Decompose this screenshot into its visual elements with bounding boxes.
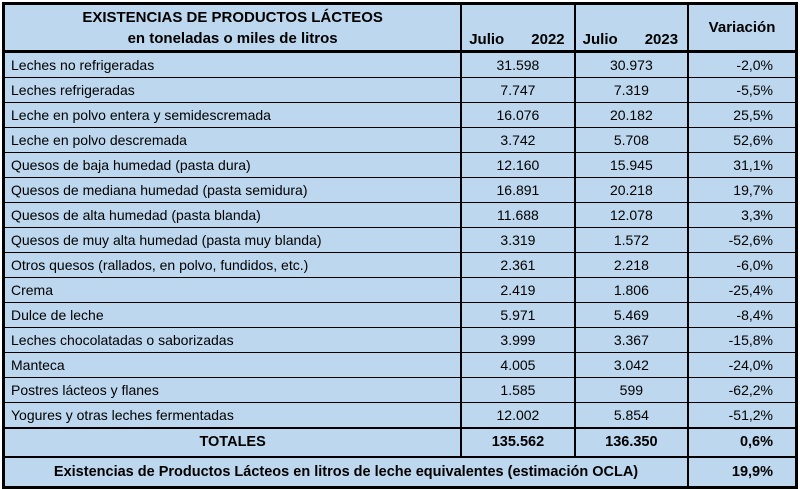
product-cell: Leche en polvo entera y semidescremada bbox=[3, 102, 462, 128]
product-cell: Leches no refrigeradas bbox=[3, 51, 462, 78]
value-jul2023-cell: 7.319 bbox=[573, 77, 689, 103]
table-row: Dulce de leche 5.971 5.469 -8,4% bbox=[3, 302, 798, 328]
variation-cell: -15,8% bbox=[687, 327, 798, 353]
variation-cell: -24,0% bbox=[687, 352, 798, 378]
product-cell: Crema bbox=[3, 277, 462, 303]
value-jul2022-cell: 3.319 bbox=[460, 227, 576, 253]
totals-jul2022: 135.562 bbox=[460, 427, 576, 458]
product-cell: Postres lácteos y flanes bbox=[3, 377, 462, 403]
value-jul2022-cell: 11.688 bbox=[460, 202, 576, 228]
year-label-2022: 2022 bbox=[531, 31, 565, 48]
variation-cell: -25,4% bbox=[687, 277, 798, 303]
table-title-cell: EXISTENCIAS DE PRODUCTOS LÁCTEOS en tone… bbox=[3, 3, 462, 53]
product-cell: Quesos de muy alta humedad (pasta muy bl… bbox=[3, 227, 462, 253]
value-jul2023-cell: 5.708 bbox=[573, 127, 689, 153]
value-jul2023-cell: 20.182 bbox=[573, 102, 689, 128]
table-row: Quesos de muy alta humedad (pasta muy bl… bbox=[3, 227, 798, 253]
value-jul2022-cell: 3.742 bbox=[460, 127, 576, 153]
column-header-julio-2023: Julio 2023 bbox=[573, 3, 689, 53]
table-subtitle: en toneladas o miles de litros bbox=[127, 30, 338, 47]
variation-cell: -6,0% bbox=[687, 252, 798, 278]
variation-cell: 25,5% bbox=[687, 102, 798, 128]
value-jul2022-cell: 2.419 bbox=[460, 277, 576, 303]
column-header-julio-2022: Julio 2022 bbox=[460, 3, 576, 53]
table-row: Quesos de mediana humedad (pasta semidur… bbox=[3, 177, 798, 203]
variation-cell: -2,0% bbox=[687, 51, 798, 78]
table-row: Leches refrigeradas 7.747 7.319 -5,5% bbox=[3, 77, 798, 103]
value-jul2022-cell: 4.005 bbox=[460, 352, 576, 378]
variation-cell: 52,6% bbox=[687, 127, 798, 153]
footer-label: Existencias de Productos Lácteos en litr… bbox=[3, 456, 689, 488]
variation-cell: -62,2% bbox=[687, 377, 798, 403]
variation-cell: -52,6% bbox=[687, 227, 798, 253]
variation-cell: -51,2% bbox=[687, 402, 798, 429]
footer-row: Existencias de Productos Lácteos en litr… bbox=[3, 456, 798, 488]
totals-label: TOTALES bbox=[3, 427, 462, 458]
value-jul2022-cell: 12.002 bbox=[460, 402, 576, 429]
month-label-2022: Julio bbox=[469, 31, 505, 48]
table-row: Postres lácteos y flanes 1.585 599 -62,2% bbox=[3, 377, 798, 403]
value-jul2022-cell: 7.747 bbox=[460, 77, 576, 103]
table-row: Leche en polvo entera y semidescremada 16… bbox=[3, 102, 798, 128]
totals-row: TOTALES 135.562 136.350 0,6% bbox=[3, 427, 798, 458]
value-jul2023-cell: 1.806 bbox=[573, 277, 689, 303]
value-jul2022-cell: 12.160 bbox=[460, 152, 576, 178]
table-row: Crema 2.419 1.806 -25,4% bbox=[3, 277, 798, 303]
product-cell: Yogures y otras leches fermentadas bbox=[3, 402, 462, 429]
value-jul2022-cell: 3.999 bbox=[460, 327, 576, 353]
product-cell: Leches chocolatadas o saborizadas bbox=[3, 327, 462, 353]
value-jul2022-cell: 16.076 bbox=[460, 102, 576, 128]
variation-cell: 19,7% bbox=[687, 177, 798, 203]
value-jul2023-cell: 3.367 bbox=[573, 327, 689, 353]
value-jul2022-cell: 2.361 bbox=[460, 252, 576, 278]
table-row: Yogures y otras leches fermentadas 12.002… bbox=[3, 402, 798, 429]
value-jul2023-cell: 15.945 bbox=[573, 152, 689, 178]
totals-variacion: 0,6% bbox=[687, 427, 798, 458]
value-jul2022-cell: 5.971 bbox=[460, 302, 576, 328]
table-title: EXISTENCIAS DE PRODUCTOS LÁCTEOS bbox=[82, 9, 383, 26]
variation-cell: -8,4% bbox=[687, 302, 798, 328]
value-jul2023-cell: 5.854 bbox=[573, 402, 689, 429]
table-row: Otros quesos (rallados, en polvo, fundid… bbox=[3, 252, 798, 278]
value-jul2023-cell: 5.469 bbox=[573, 302, 689, 328]
product-cell: Quesos de baja humedad (pasta dura) bbox=[3, 152, 462, 178]
product-cell: Quesos de mediana humedad (pasta semidur… bbox=[3, 177, 462, 203]
value-jul2023-cell: 2.218 bbox=[573, 252, 689, 278]
value-jul2023-cell: 30.973 bbox=[573, 51, 689, 78]
variation-cell: -5,5% bbox=[687, 77, 798, 103]
month-label-2023: Julio bbox=[582, 31, 618, 48]
table-row: Quesos de baja humedad (pasta dura) 12.16… bbox=[3, 152, 798, 178]
product-cell: Manteca bbox=[3, 352, 462, 378]
table-row: Leche en polvo descremada 3.742 5.708 52,6% bbox=[3, 127, 798, 153]
value-jul2023-cell: 3.042 bbox=[573, 352, 689, 378]
footer-variacion: 19,9% bbox=[687, 456, 798, 488]
variation-cell: 31,1% bbox=[687, 152, 798, 178]
product-cell: Otros quesos (rallados, en polvo, fundid… bbox=[3, 252, 462, 278]
product-cell: Dulce de leche bbox=[3, 302, 462, 328]
value-jul2023-cell: 599 bbox=[573, 377, 689, 403]
totals-jul2023: 136.350 bbox=[573, 427, 689, 458]
value-jul2023-cell: 12.078 bbox=[573, 202, 689, 228]
value-jul2022-cell: 1.585 bbox=[460, 377, 576, 403]
value-jul2022-cell: 16.891 bbox=[460, 177, 576, 203]
table-row: Manteca 4.005 3.042 -24,0% bbox=[3, 352, 798, 378]
value-jul2023-cell: 20.218 bbox=[573, 177, 689, 203]
table-row: Quesos de alta humedad (pasta blanda) 11.… bbox=[3, 202, 798, 228]
header-row: EXISTENCIAS DE PRODUCTOS LÁCTEOS en tone… bbox=[3, 3, 798, 53]
value-jul2022-cell: 31.598 bbox=[460, 51, 576, 78]
year-label-2023: 2023 bbox=[644, 31, 679, 48]
column-header-variacion: Variación bbox=[687, 3, 798, 53]
product-cell: Leches refrigeradas bbox=[3, 77, 462, 103]
value-jul2023-cell: 1.572 bbox=[573, 227, 689, 253]
table-row: Leches no refrigeradas 31.598 30.973 -2,0% bbox=[3, 51, 798, 78]
variation-cell: 3,3% bbox=[687, 202, 798, 228]
product-cell: Quesos de alta humedad (pasta blanda) bbox=[3, 202, 462, 228]
table-row: Leches chocolatadas o saborizadas 3.999 3.… bbox=[3, 327, 798, 353]
product-cell: Leche en polvo descremada bbox=[3, 127, 462, 153]
